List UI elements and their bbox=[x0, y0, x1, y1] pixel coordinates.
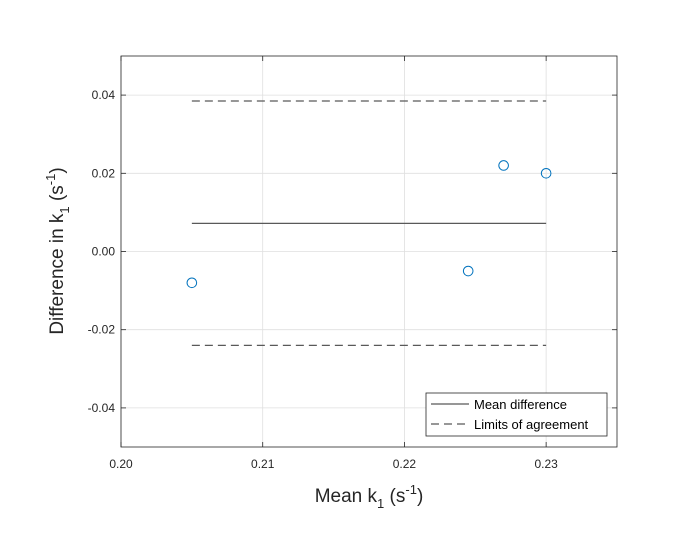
x-axis-label-subscript: 1 bbox=[377, 496, 384, 511]
y-axis-label-subscript: 1 bbox=[57, 206, 72, 213]
x-tick-label: 0.20 bbox=[109, 457, 133, 471]
data-point bbox=[498, 160, 509, 171]
y-tick-label: -0.02 bbox=[88, 323, 116, 337]
data-points bbox=[186, 160, 552, 289]
y-tick-label: 0.00 bbox=[92, 245, 116, 259]
y-tick-label: 0.04 bbox=[92, 88, 116, 102]
legend-mean-difference-label: Mean difference bbox=[474, 397, 567, 412]
x-tick-label: 0.22 bbox=[393, 457, 417, 471]
y-tick-label: 0.02 bbox=[92, 166, 116, 180]
x-axis-label-superscript: -1 bbox=[405, 482, 417, 497]
data-point bbox=[462, 265, 474, 277]
y-axis-label-main: Difference in k bbox=[47, 213, 68, 335]
data-point bbox=[540, 168, 552, 179]
data-point bbox=[186, 277, 198, 289]
legend-limits-of-agreement-label: Limits of agreement bbox=[474, 417, 589, 432]
reference-lines bbox=[191, 100, 547, 346]
legend-box bbox=[425, 392, 608, 437]
x-tick-label: 0.21 bbox=[251, 457, 275, 471]
y-axis-label-unit-open: (s bbox=[47, 185, 68, 206]
x-axis-ticks: 0.20 0.21 0.22 0.23 bbox=[109, 56, 558, 471]
x-axis-label: Mean k1 (s-1) bbox=[315, 482, 424, 511]
y-axis-label-superscript: -1 bbox=[43, 174, 58, 186]
x-axis-label-unit-close: ) bbox=[417, 486, 423, 507]
x-axis-label-unit-open: (s bbox=[384, 486, 405, 507]
y-tick-label: -0.04 bbox=[88, 401, 116, 415]
legend: Mean difference Limits of agreement bbox=[425, 392, 608, 437]
x-axis-label-main: Mean k bbox=[315, 486, 378, 507]
x-tick-label: 0.23 bbox=[534, 457, 558, 471]
y-axis-label-unit-close: ) bbox=[47, 167, 68, 173]
y-axis-label: Difference in k1 (s-1) bbox=[43, 167, 72, 334]
grid bbox=[120, 56, 617, 447]
y-axis-ticks: -0.04 -0.02 0.00 0.02 0.04 bbox=[88, 88, 617, 415]
